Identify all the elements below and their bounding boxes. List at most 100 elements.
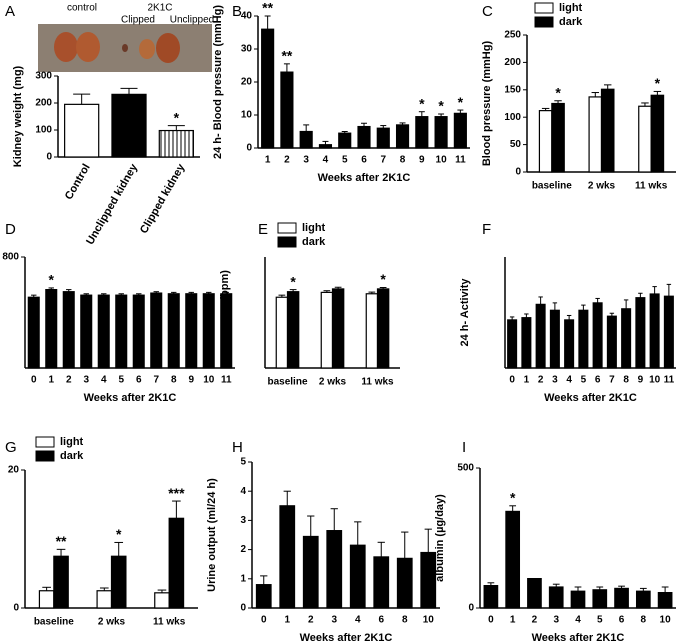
y-tick-label: 100	[504, 112, 521, 123]
bar	[158, 129, 194, 158]
bar	[365, 293, 379, 369]
panel-label: A	[5, 3, 15, 20]
panel-label: G	[5, 439, 17, 456]
legend-swatch	[35, 450, 55, 462]
y-tick-label: 0	[46, 152, 52, 163]
bar	[150, 292, 163, 369]
annotation: *	[438, 98, 444, 114]
bar	[154, 592, 170, 609]
annotation: *	[555, 84, 561, 100]
bar	[395, 124, 410, 149]
y-tick-label: 10	[241, 110, 253, 121]
annotation: *	[174, 109, 180, 125]
x-axis-label: Weeks after 2K1C	[544, 392, 637, 404]
x-tick-label: 7	[153, 375, 159, 386]
y-tick-label: 40	[241, 11, 253, 22]
x-tick-label: baseline	[532, 181, 572, 192]
bar	[376, 127, 390, 149]
x-tick-label: 5	[597, 615, 603, 626]
x-tick-label: 0	[31, 375, 37, 386]
x-tick-label: 2	[538, 375, 544, 386]
bar	[45, 289, 58, 369]
x-tick-label: Clipped kidney	[138, 161, 188, 236]
bar	[507, 319, 518, 369]
x-tick-label: 11 wks	[635, 181, 668, 192]
x-tick-label: 2	[284, 155, 290, 166]
bar	[349, 544, 366, 609]
panel-label: D	[5, 221, 16, 238]
bar	[588, 96, 603, 173]
annotation: *	[419, 95, 425, 111]
y-axis-label: Heart rate (bpm)	[219, 270, 231, 355]
y-tick-label: 0	[515, 167, 521, 178]
bar	[96, 590, 113, 609]
bar	[621, 308, 632, 369]
annotation: *	[510, 490, 516, 506]
image-label: Unclipped	[170, 15, 214, 26]
x-tick-label: 9	[638, 375, 644, 386]
bar	[64, 103, 100, 158]
bar	[275, 296, 289, 369]
bar	[638, 105, 652, 173]
y-tick-label: 0	[246, 143, 252, 154]
x-tick-label: 4	[575, 615, 581, 626]
x-tick-label: 3	[553, 615, 559, 626]
x-tick-label: 7	[609, 375, 615, 386]
x-tick-label: 8	[400, 155, 406, 166]
bar	[434, 116, 448, 149]
x-tick-label: 5	[118, 375, 124, 386]
panel-label: I	[462, 439, 466, 456]
bar	[280, 71, 294, 149]
bar	[132, 294, 145, 369]
x-tick-label: 11 wks	[361, 377, 394, 388]
bar	[110, 555, 127, 609]
y-tick-label: 200	[504, 57, 521, 68]
bar	[97, 294, 110, 369]
x-tick-label: 1	[48, 375, 54, 386]
y-tick-label: 0	[468, 603, 474, 614]
y-tick-label: 2	[240, 544, 246, 555]
bar	[338, 132, 352, 149]
annotation: *	[116, 526, 122, 542]
x-axis-label: Weeks after 2K1C	[318, 172, 411, 184]
annotation: *	[458, 94, 464, 110]
bar	[299, 130, 313, 149]
x-tick-label: 2	[308, 615, 314, 626]
x-tick-label: baseline	[34, 617, 74, 628]
bar	[527, 577, 542, 609]
bar	[600, 88, 615, 173]
x-tick-label: 11	[455, 155, 466, 166]
bar	[548, 586, 564, 609]
bar	[255, 584, 272, 609]
bar	[564, 319, 575, 369]
bar	[538, 110, 553, 173]
bar	[320, 291, 334, 369]
y-axis-label: Kidney weight (mg)	[12, 65, 24, 167]
x-tick-label: 10	[660, 615, 672, 626]
y-tick-label: 250	[504, 30, 521, 41]
y-tick-label: 3	[240, 515, 246, 526]
legend-label: dark	[302, 236, 326, 248]
y-axis-label: 24 h- Activity	[459, 278, 471, 347]
bar	[62, 291, 75, 369]
bar	[614, 587, 629, 609]
bar	[592, 589, 608, 609]
x-tick-label: 5	[342, 155, 348, 166]
y-tick-label: 150	[504, 84, 521, 95]
bar	[549, 309, 560, 369]
annotation: *	[380, 271, 386, 287]
panel-label: E	[258, 221, 268, 238]
annotation: *	[49, 272, 55, 288]
y-tick-label: 0	[240, 603, 246, 614]
panel-label: H	[232, 439, 243, 456]
bar	[168, 517, 185, 609]
legend-swatch	[534, 16, 554, 28]
bar	[373, 556, 390, 609]
x-tick-label: baseline	[267, 377, 307, 388]
x-tick-label: 2	[532, 615, 538, 626]
x-tick-label: 10	[649, 375, 661, 386]
annotation: *	[655, 75, 661, 91]
bar	[635, 297, 646, 369]
x-tick-label: Control	[63, 162, 93, 202]
x-tick-label: 10	[436, 155, 448, 166]
